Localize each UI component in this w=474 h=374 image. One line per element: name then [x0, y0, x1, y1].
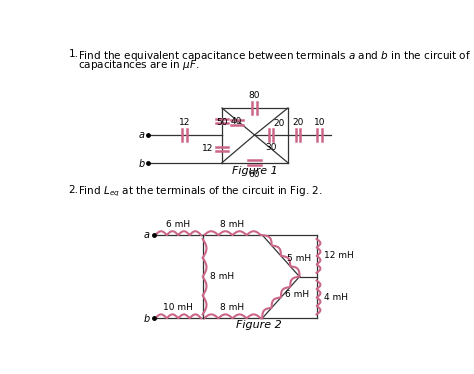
- Text: 80: 80: [249, 91, 260, 100]
- Text: 40: 40: [230, 117, 242, 126]
- Text: 6 mH: 6 mH: [166, 220, 190, 229]
- Text: 60: 60: [249, 171, 260, 180]
- Text: Find the equivalent capacitance between terminals $a$ and $b$ in the circuit of : Find the equivalent capacitance between …: [78, 49, 474, 63]
- Text: 10 mH: 10 mH: [163, 303, 193, 312]
- Text: 5 mH: 5 mH: [287, 254, 311, 263]
- Text: Figure 1: Figure 1: [232, 166, 277, 176]
- Text: 12: 12: [202, 144, 213, 153]
- Text: Find $L_{eq}$ at the terminals of the circuit in Fig. 2.: Find $L_{eq}$ at the terminals of the ci…: [78, 185, 322, 199]
- Text: 6 mH: 6 mH: [285, 290, 309, 299]
- Text: 30: 30: [265, 142, 276, 152]
- Text: 50: 50: [217, 118, 228, 127]
- Text: 4 mH: 4 mH: [324, 293, 348, 302]
- Text: Figure 2: Figure 2: [237, 320, 282, 330]
- Text: 20: 20: [292, 118, 304, 127]
- Text: 8 mH: 8 mH: [220, 303, 245, 312]
- Text: $a$: $a$: [143, 230, 151, 240]
- Text: 20: 20: [273, 119, 284, 128]
- Text: 8 mH: 8 mH: [210, 272, 235, 281]
- Text: 8 mH: 8 mH: [220, 220, 245, 229]
- Text: 2.: 2.: [69, 185, 79, 195]
- Text: 10: 10: [314, 118, 325, 127]
- Text: 12 mH: 12 mH: [324, 251, 354, 260]
- Text: 12: 12: [179, 118, 191, 127]
- Text: $a$: $a$: [138, 130, 145, 140]
- Text: 1.: 1.: [69, 49, 79, 59]
- Text: $b$: $b$: [137, 157, 145, 169]
- Text: capacitances are in $\mu F$.: capacitances are in $\mu F$.: [78, 58, 199, 72]
- Text: $b$: $b$: [143, 312, 151, 324]
